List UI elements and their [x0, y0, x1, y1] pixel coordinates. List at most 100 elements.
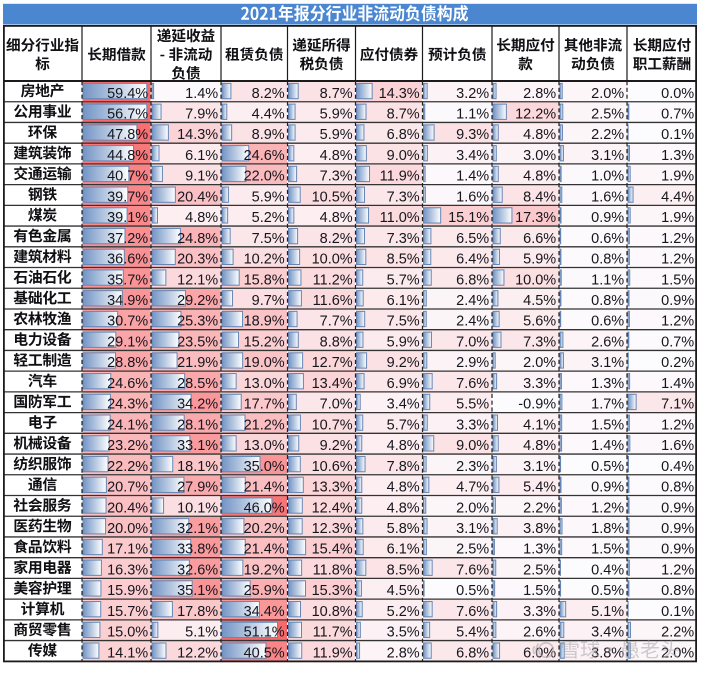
svg-text:3.3%: 3.3%	[523, 376, 556, 392]
svg-text:6.1%: 6.1%	[185, 148, 218, 164]
svg-text:2.3%: 2.3%	[456, 459, 489, 475]
svg-text:6.8%: 6.8%	[456, 645, 489, 661]
svg-text:1.2%: 1.2%	[591, 500, 624, 516]
svg-text:28.1%: 28.1%	[177, 417, 218, 433]
svg-text:6.6%: 6.6%	[523, 231, 556, 247]
svg-text:7.1%: 7.1%	[661, 397, 694, 413]
svg-text:12.2%: 12.2%	[515, 106, 556, 122]
svg-text:35.7%: 35.7%	[107, 272, 148, 288]
svg-text:4.4%: 4.4%	[661, 189, 694, 205]
svg-text:1.8%: 1.8%	[591, 521, 624, 537]
svg-text:16.3%: 16.3%	[107, 562, 148, 578]
svg-text:2.5%: 2.5%	[523, 562, 556, 578]
svg-text:4.7%: 4.7%	[456, 480, 489, 496]
svg-text:5.9%: 5.9%	[523, 252, 556, 268]
svg-text:24.3%: 24.3%	[107, 397, 148, 413]
svg-text:5.9%: 5.9%	[252, 189, 285, 205]
svg-text:15.3%: 15.3%	[312, 583, 353, 599]
svg-text:1.6%: 1.6%	[591, 189, 624, 205]
svg-text:1.6%: 1.6%	[661, 438, 694, 454]
svg-text:5.4%: 5.4%	[523, 480, 556, 496]
svg-text:15.8%: 15.8%	[244, 272, 285, 288]
svg-text:8.9%: 8.9%	[252, 127, 285, 143]
svg-text:5.8%: 5.8%	[387, 521, 420, 537]
svg-text:0.4%: 0.4%	[661, 459, 694, 475]
svg-text:44.8%: 44.8%	[107, 148, 148, 164]
svg-text:40.5%: 40.5%	[244, 645, 285, 661]
svg-text:14.1%: 14.1%	[107, 645, 148, 661]
svg-text:2.6%: 2.6%	[523, 625, 556, 641]
svg-text:56.7%: 56.7%	[107, 106, 148, 122]
svg-text:2.2%: 2.2%	[661, 625, 694, 641]
svg-text:8.7%: 8.7%	[320, 86, 353, 102]
svg-text:5.7%: 5.7%	[387, 417, 420, 433]
svg-text:1.5%: 1.5%	[661, 272, 694, 288]
svg-text:3.1%: 3.1%	[591, 148, 624, 164]
svg-text:5.4%: 5.4%	[456, 625, 489, 641]
svg-text:9.2%: 9.2%	[387, 355, 420, 371]
svg-text:29.2%: 29.2%	[177, 293, 218, 309]
svg-text:36.6%: 36.6%	[107, 252, 148, 268]
svg-text:0.9%: 0.9%	[661, 500, 694, 516]
svg-text:59.4%: 59.4%	[107, 86, 148, 102]
svg-text:0.2%: 0.2%	[661, 355, 694, 371]
svg-text:12.7%: 12.7%	[312, 355, 353, 371]
svg-text:7.3%: 7.3%	[387, 189, 420, 205]
svg-text:18.9%: 18.9%	[244, 314, 285, 330]
svg-text:20.4%: 20.4%	[177, 189, 218, 205]
svg-text:11.0%: 11.0%	[380, 210, 420, 226]
svg-text:0.9%: 0.9%	[591, 480, 624, 496]
svg-text:6.8%: 6.8%	[387, 127, 420, 143]
svg-text:28.5%: 28.5%	[177, 376, 218, 392]
svg-text:30.7%: 30.7%	[107, 314, 148, 330]
svg-text:4.8%: 4.8%	[387, 438, 420, 454]
svg-text:22.0%: 22.0%	[244, 169, 285, 185]
svg-text:1.0%: 1.0%	[591, 169, 624, 185]
svg-text:10.0%: 10.0%	[515, 272, 556, 288]
svg-text:10.0%: 10.0%	[312, 252, 353, 268]
svg-text:20.0%: 20.0%	[107, 521, 148, 537]
svg-text:21.4%: 21.4%	[244, 542, 285, 558]
svg-text:1.2%: 1.2%	[661, 252, 694, 268]
svg-text:40.7%: 40.7%	[107, 169, 148, 185]
svg-text:2.8%: 2.8%	[523, 86, 556, 102]
svg-text:20.2%: 20.2%	[244, 521, 285, 537]
svg-text:4.8%: 4.8%	[523, 127, 556, 143]
svg-text:0.5%: 0.5%	[591, 583, 624, 599]
svg-text:11.9%: 11.9%	[313, 645, 353, 661]
svg-text:1.1%: 1.1%	[456, 106, 489, 122]
svg-text:46.0%: 46.0%	[244, 500, 285, 516]
svg-text:11.7%: 11.7%	[313, 625, 353, 641]
svg-text:3.4%: 3.4%	[591, 625, 624, 641]
svg-text:2.5%: 2.5%	[591, 106, 624, 122]
svg-text:1.2%: 1.2%	[661, 417, 694, 433]
svg-text:5.7%: 5.7%	[387, 272, 420, 288]
svg-text:5.2%: 5.2%	[387, 604, 420, 620]
svg-text:8.7%: 8.7%	[387, 106, 420, 122]
svg-text:4.8%: 4.8%	[387, 480, 420, 496]
svg-text:7.3%: 7.3%	[320, 169, 353, 185]
svg-text:12.1%: 12.1%	[177, 272, 218, 288]
svg-text:6.9%: 6.9%	[387, 376, 420, 392]
svg-text:15.0%: 15.0%	[107, 625, 148, 641]
svg-text:9.0%: 9.0%	[456, 438, 489, 454]
svg-text:13.0%: 13.0%	[244, 376, 285, 392]
svg-text:7.7%: 7.7%	[320, 314, 353, 330]
svg-text:7.0%: 7.0%	[456, 334, 489, 350]
svg-text:7.6%: 7.6%	[456, 562, 489, 578]
svg-text:1.3%: 1.3%	[523, 542, 556, 558]
svg-text:1.5%: 1.5%	[523, 583, 556, 599]
svg-text:4.8%: 4.8%	[320, 148, 353, 164]
svg-text:5.2%: 5.2%	[252, 210, 285, 226]
svg-text:8.5%: 8.5%	[387, 252, 420, 268]
svg-text:1.6%: 1.6%	[456, 189, 489, 205]
svg-text:1.4%: 1.4%	[185, 86, 218, 102]
svg-text:1.4%: 1.4%	[661, 376, 694, 392]
svg-text:28.8%: 28.8%	[107, 355, 148, 371]
svg-text:4.8%: 4.8%	[185, 210, 218, 226]
svg-text:7.9%: 7.9%	[185, 106, 218, 122]
svg-text:19.0%: 19.0%	[244, 355, 285, 371]
svg-text:0.9%: 0.9%	[661, 542, 694, 558]
svg-text:7.3%: 7.3%	[523, 334, 556, 350]
svg-text:10.2%: 10.2%	[244, 252, 285, 268]
